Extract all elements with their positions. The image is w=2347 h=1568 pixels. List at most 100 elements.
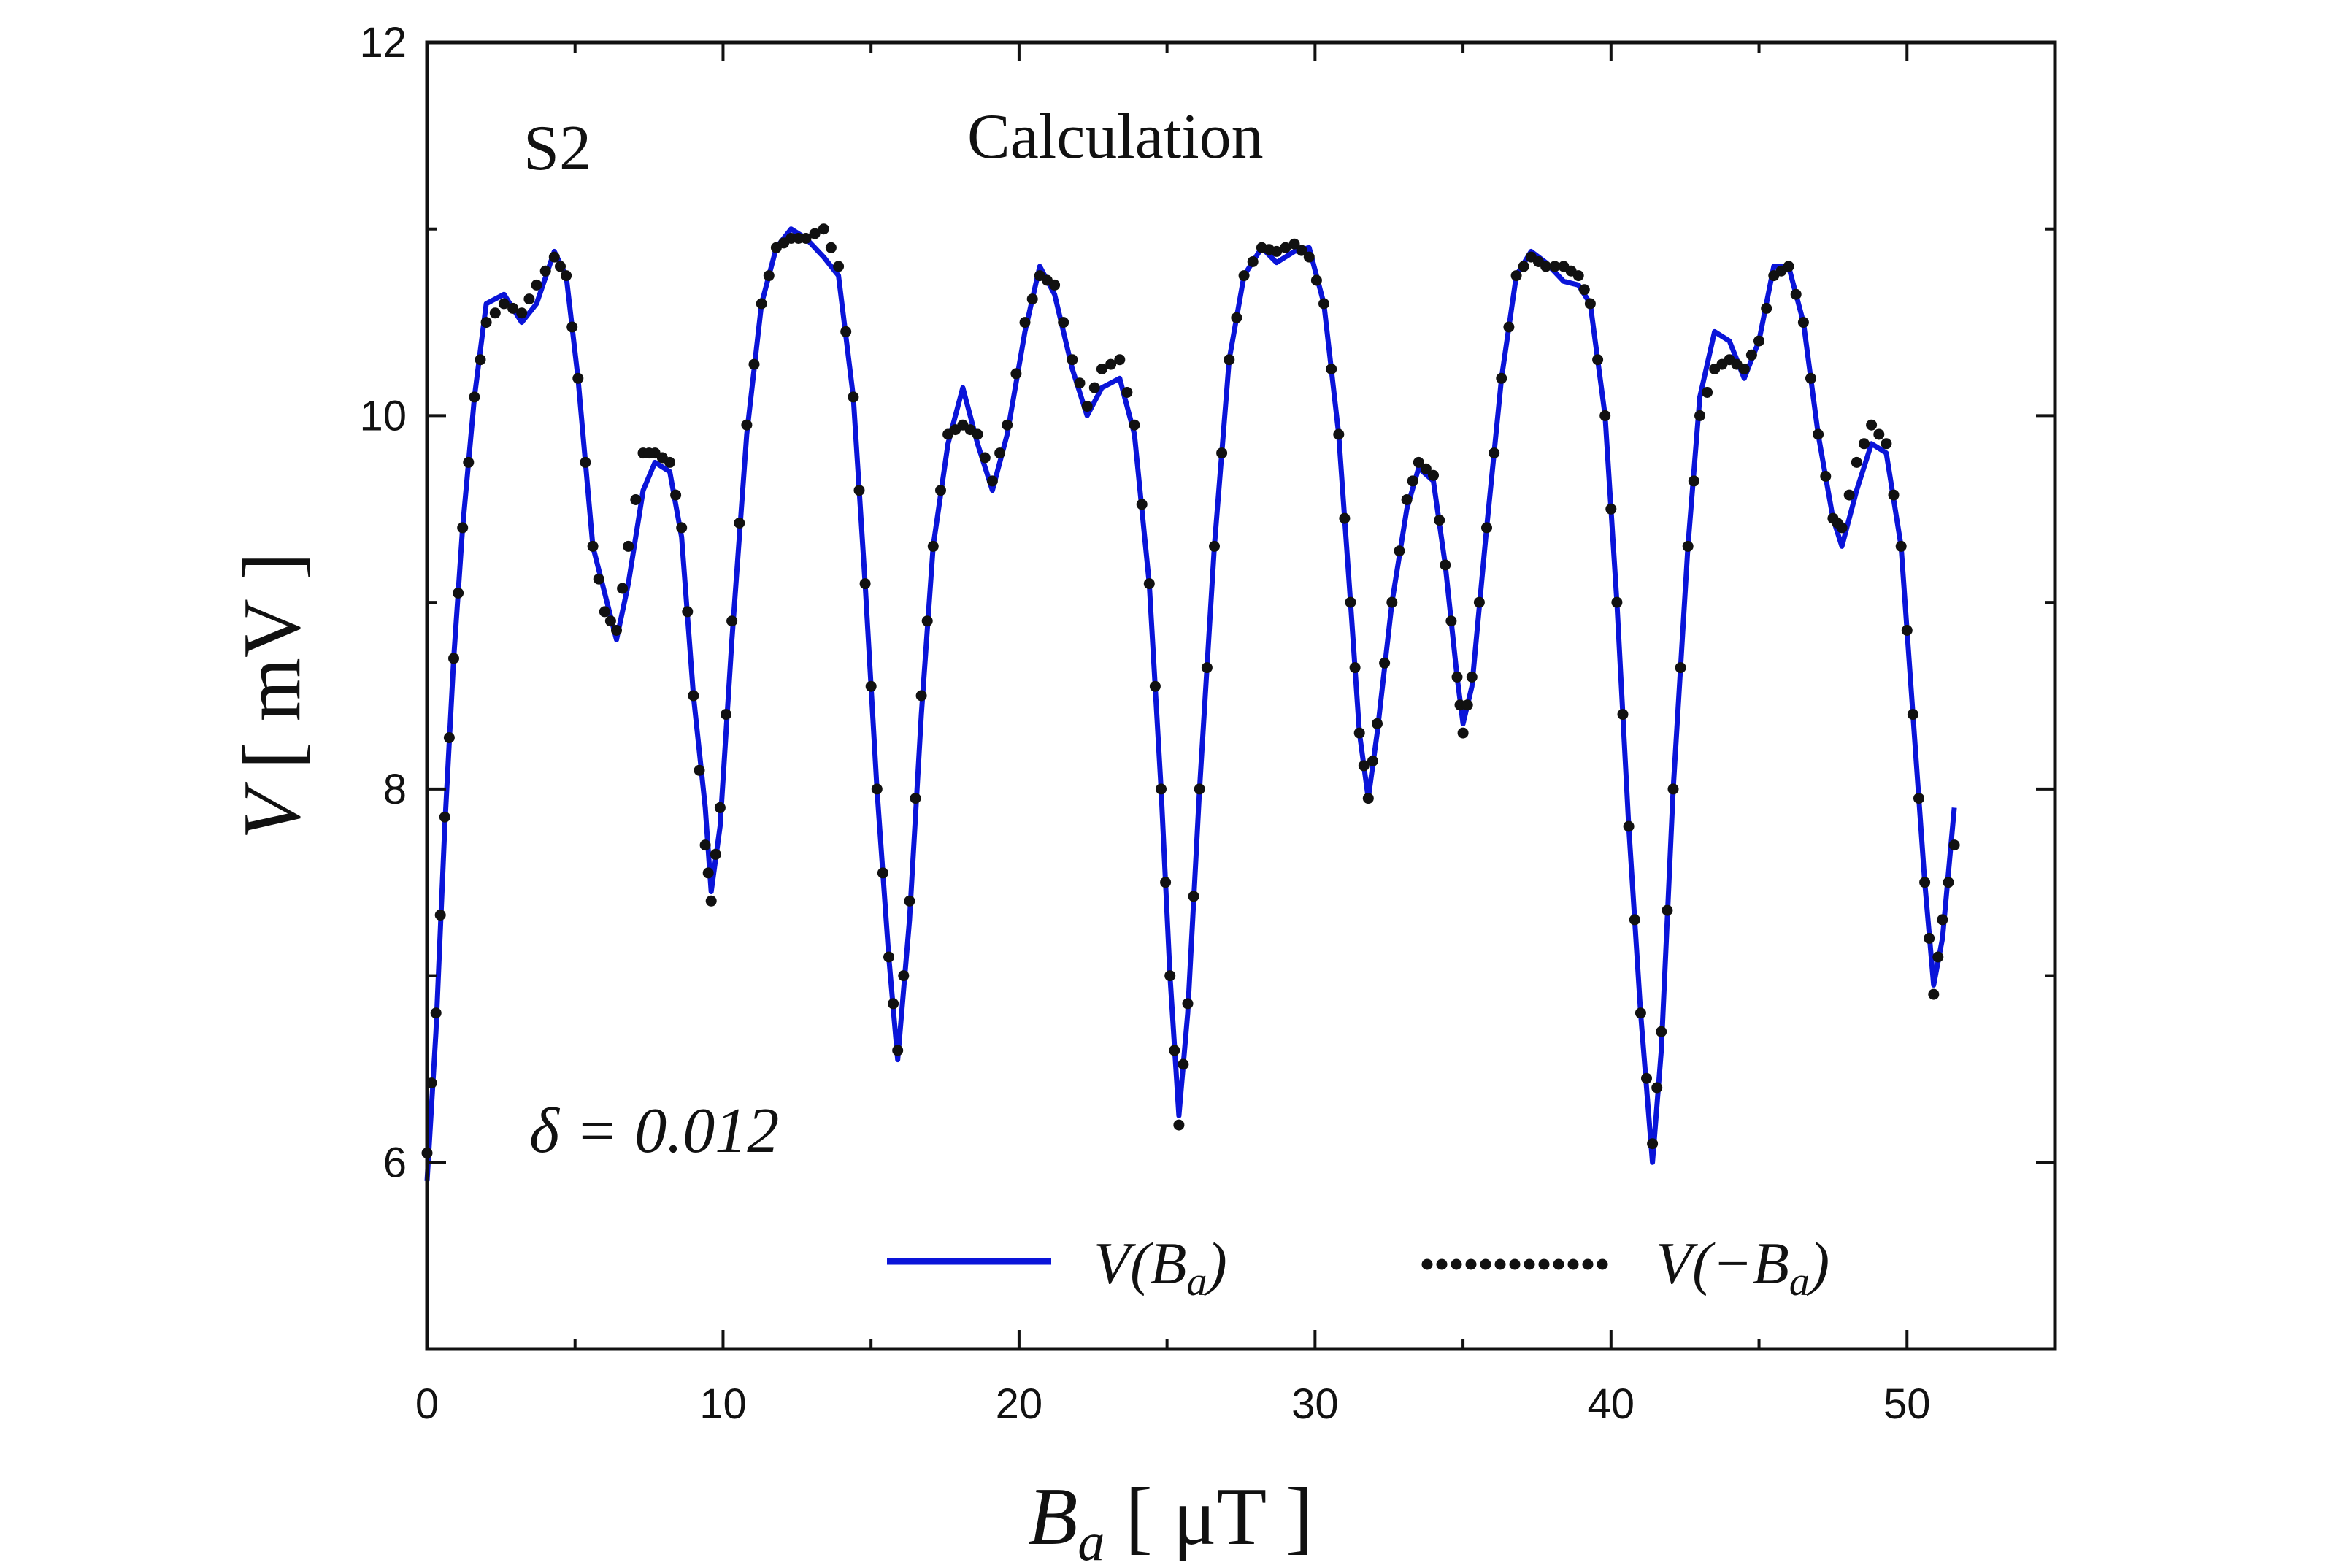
- legend-dot: [1538, 1258, 1550, 1270]
- series-v-neg-ba-point: [599, 606, 610, 618]
- x-tick-label: 30: [1291, 1380, 1339, 1428]
- tick-layer: 0 10 20 30 40 50 6 8 10 12: [359, 19, 2055, 1428]
- series-v-neg-ba-point: [566, 321, 578, 333]
- series-v-neg-ba-point: [840, 326, 852, 337]
- series-v-neg-ba-point: [498, 298, 510, 310]
- series-v-neg-ba-point: [1178, 1058, 1189, 1070]
- y-tick-label: 12: [359, 19, 407, 66]
- series-v-neg-ba-point: [1629, 914, 1640, 926]
- series-v-neg-ba-point: [1002, 419, 1013, 431]
- series-v-neg-ba-point: [1549, 261, 1561, 272]
- series-v-neg-ba-point: [1651, 1082, 1663, 1094]
- chart-title: Calculation: [967, 101, 1264, 172]
- legend-label-1-post: ): [1205, 1230, 1227, 1296]
- series-v-neg-ba-point: [927, 540, 939, 552]
- series-v-neg-ba-point: [489, 307, 501, 319]
- legend-label-2: V(−Ba): [1656, 1230, 1829, 1304]
- series-v-neg-ba-point: [555, 261, 566, 272]
- legend-dot: [1524, 1258, 1535, 1270]
- x-axis-label-unit: μT: [1173, 1472, 1266, 1562]
- x-tick-label: 40: [1588, 1380, 1635, 1428]
- series-v-neg-ba-point: [1866, 419, 1878, 431]
- series-v-neg-ba-point: [1859, 438, 1870, 450]
- series-v-neg-ba-point: [1797, 317, 1809, 328]
- series-v-neg-ba-point: [1194, 783, 1205, 795]
- series-v-neg-ba-point: [1675, 662, 1686, 674]
- series-v-neg-ba-point: [604, 615, 616, 627]
- legend-label-1-main: B: [1150, 1230, 1186, 1296]
- series-v-neg-ba-point: [859, 578, 871, 590]
- series-v-neg-ba-point: [1160, 877, 1172, 888]
- series-v-neg-ba-point: [1667, 783, 1679, 795]
- series-v-neg-ba-point: [1461, 699, 1473, 711]
- series-v-neg-ba-point: [1136, 499, 1148, 510]
- legend-label-2-sub: a: [1789, 1259, 1810, 1304]
- legend-dot: [1582, 1258, 1594, 1270]
- plot-frame: [425, 40, 2057, 1351]
- series-v-neg-ba-point: [643, 447, 655, 459]
- legend-label-2-pre: V(−: [1656, 1230, 1753, 1296]
- series-v-neg-ba-point: [1247, 256, 1259, 267]
- series-v-neg-ba-point: [523, 293, 535, 305]
- series-v-neg-ba-point: [1420, 463, 1432, 474]
- series-v-neg-ba-point: [1379, 657, 1391, 669]
- series-v-neg-ba-point: [1209, 540, 1220, 552]
- series-v-neg-ba-point: [1647, 1138, 1659, 1150]
- series-v-neg-ba-point: [443, 732, 455, 743]
- series-v-neg-ba-point: [1623, 820, 1635, 832]
- series-v-neg-ba-point: [892, 1045, 904, 1056]
- series-v-neg-ba-point: [1745, 349, 1757, 361]
- series-v-neg-ba-point: [1088, 382, 1100, 393]
- series-v-neg-ba-point: [1326, 364, 1337, 374]
- x-axis-label-main: B: [1028, 1472, 1078, 1562]
- x-axis-label-sub: a: [1078, 1513, 1105, 1568]
- series-v-neg-ba-point: [1019, 317, 1031, 328]
- x-axis-label: Ba [ μT ]: [1028, 1472, 1313, 1568]
- series-v-neg-ba-point: [1584, 298, 1596, 310]
- legend-dot: [1553, 1258, 1564, 1270]
- series-v-neg-ba-point: [793, 233, 804, 244]
- series-v-neg-ba-point: [1238, 270, 1250, 282]
- series-v-neg-ba-point: [1682, 540, 1694, 552]
- series-v-neg-ba-point: [986, 475, 998, 487]
- series-v-neg-ba-point: [1173, 1119, 1185, 1131]
- series-v-neg-ba-point: [457, 522, 469, 534]
- series-v-neg-ba-point: [1401, 494, 1413, 505]
- series-v-neg-ba-point: [516, 307, 528, 319]
- series-v-neg-ba-point: [778, 237, 790, 249]
- series-v-neg-ba-point: [888, 998, 899, 1010]
- series-v-neg-ba-point: [1010, 368, 1022, 380]
- series-v-neg-ba-point: [883, 951, 894, 963]
- series-v-neg-ba-point: [1510, 270, 1522, 282]
- legend-dotted-marker: [1421, 1258, 1608, 1270]
- y-tick-label: 10: [359, 392, 407, 439]
- series-v-neg-ba-point: [1345, 596, 1356, 608]
- series-v-neg-ba-point: [1881, 438, 1892, 450]
- series-v-neg-ba-point: [1813, 428, 1824, 440]
- series-v-neg-ba-point: [1188, 891, 1199, 902]
- series-v-neg-ba-point: [1445, 615, 1457, 627]
- series-v-neg-ba-point: [921, 615, 933, 627]
- series-v-neg-ba-point: [1820, 471, 1832, 482]
- series-v-neg-ba-point: [1688, 475, 1699, 487]
- series-v-neg-ba-point: [1169, 1045, 1180, 1056]
- series-v-neg-ba-point: [1457, 727, 1469, 739]
- series-v-neg-ba-point: [1656, 1026, 1667, 1037]
- series-v-neg-ba-point: [1565, 265, 1577, 277]
- series-v-neg-ba-point: [915, 690, 927, 702]
- series-v-neg-ba-point: [1518, 261, 1529, 272]
- series-v-neg-ba-point: [1074, 377, 1086, 389]
- series-v-neg-ba-point: [1901, 625, 1913, 636]
- series-v-neg-ba-point: [1413, 456, 1424, 468]
- series-v-neg-ba-point: [1753, 335, 1764, 347]
- series-v-neg-ba-point: [705, 895, 717, 907]
- series-v-neg-ba-point: [593, 573, 604, 585]
- series-v-neg-ba-point: [1731, 358, 1743, 370]
- series-v-neg-ba-point: [1149, 680, 1161, 692]
- series-v-neg-ba-point: [1943, 877, 1954, 888]
- series-v-neg-ba-point: [1156, 783, 1167, 795]
- series-v-neg-ba-point: [726, 615, 738, 627]
- y-tick-label: 6: [383, 1139, 407, 1186]
- series-v-neg-ba-point: [1067, 354, 1078, 366]
- series-v-neg-ba-point: [1451, 671, 1463, 683]
